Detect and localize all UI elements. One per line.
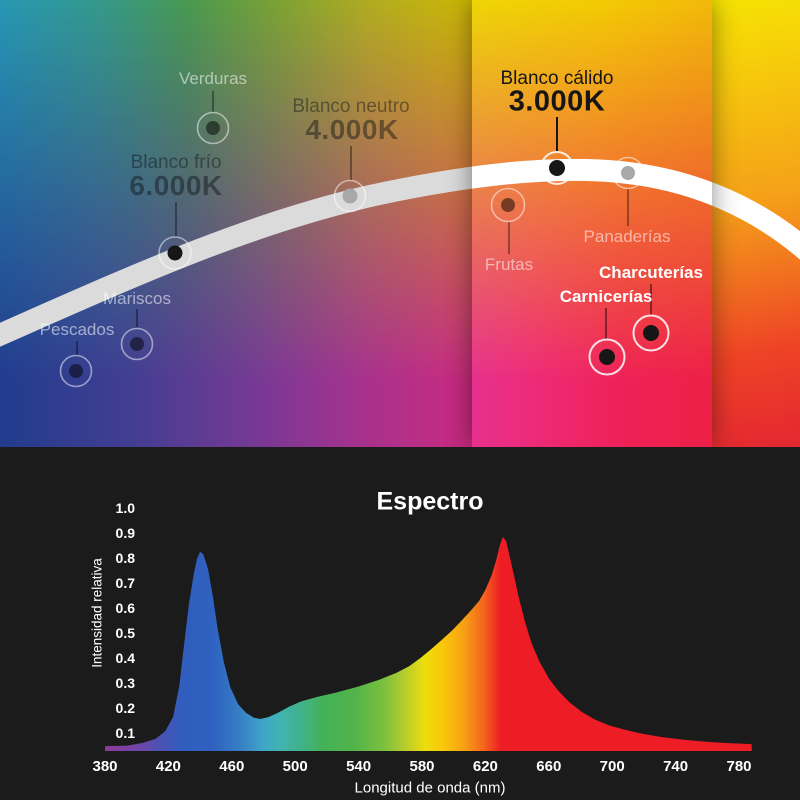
arc-path (0, 158, 800, 347)
marker-blanco-frio (158, 202, 192, 270)
color-temperature-diagram: Verduras Mariscos Pescados Frutas Panade… (0, 0, 800, 447)
marker-blanco-neutro (333, 146, 367, 213)
x-tick-460: 460 (219, 758, 245, 775)
x-tick-620: 620 (472, 758, 498, 775)
label-6000k: 6.000K (129, 170, 223, 201)
label-4000k: 4.000K (305, 114, 399, 145)
gradient-bottom-layer (0, 0, 712, 447)
x-tick-420: 420 (155, 758, 181, 775)
x-tick-660: 660 (536, 758, 562, 775)
spectrum-chart: Espectro Intensidad relativa Longitud de… (0, 447, 800, 800)
marker-pescados (59, 341, 93, 388)
x-tick-740: 740 (663, 758, 689, 775)
y-tick-0.2: 0.2 (115, 700, 135, 716)
y-tick-0.6: 0.6 (115, 600, 135, 616)
chart-title: Espectro (376, 487, 484, 516)
x-tick-380: 380 (92, 758, 118, 775)
label-blanco-neutro: Blanco neutro (292, 96, 410, 117)
marker-verduras (196, 91, 230, 145)
y-tick-0.9: 0.9 (115, 525, 135, 541)
marker-mariscos (120, 309, 154, 361)
label-panaderias: Panaderías (583, 227, 671, 246)
spectrum-area (105, 537, 752, 751)
marker-blanco-calido (540, 117, 574, 185)
marker-frutas (490, 187, 526, 254)
y-tick-1.0: 1.0 (115, 500, 135, 516)
x-tick-540: 540 (346, 758, 372, 775)
label-blanco-frio: Blanco frío (130, 152, 222, 173)
label-3000k: 3.000K (508, 85, 606, 118)
white-arc-curve (0, 158, 800, 347)
label-frutas: Frutas (484, 255, 534, 274)
marker-panaderias (611, 156, 645, 226)
x-axis-title: Longitud de onda (nm) (354, 779, 506, 797)
x-tick-780: 780 (726, 758, 752, 775)
marker-carnicerias (588, 308, 626, 376)
label-carnicerias: Carnicerías (559, 287, 653, 306)
marker-charcuterias (632, 284, 670, 352)
y-tick-0.1: 0.1 (115, 725, 135, 741)
x-tick-700: 700 (599, 758, 625, 775)
label-pescados: Pescados (39, 320, 115, 339)
y-tick-0.8: 0.8 (115, 550, 135, 566)
y-tick-0.4: 0.4 (115, 650, 135, 666)
spectrum-plot (105, 537, 752, 751)
label-charcuterias: Charcuterías (599, 263, 703, 282)
label-verduras: Verduras (178, 69, 248, 88)
y-tick-0.7: 0.7 (115, 575, 135, 591)
x-tick-500: 500 (282, 758, 308, 775)
label-blanco-calido: Blanco cálido (500, 68, 614, 89)
x-tick-580: 580 (409, 758, 435, 775)
label-mariscos: Mariscos (102, 289, 172, 308)
markers-layer (59, 91, 670, 388)
y-tick-0.3: 0.3 (115, 675, 135, 691)
y-tick-0.5: 0.5 (115, 625, 135, 641)
